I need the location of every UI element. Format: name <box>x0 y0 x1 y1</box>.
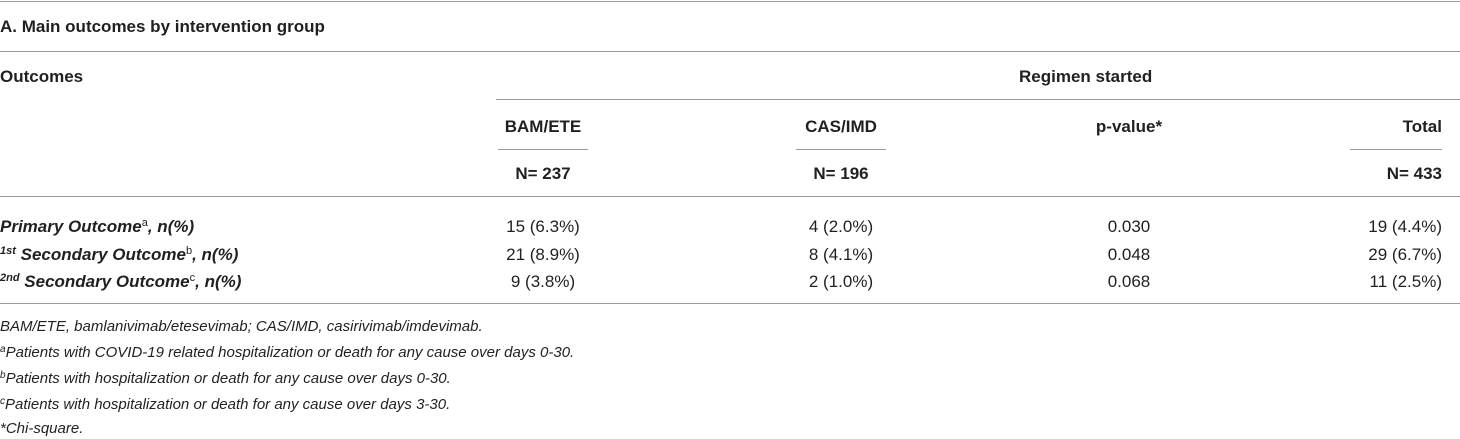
footnote-text: BAM/ETE, bamlanivimab/etesevimab; CAS/IM… <box>0 318 483 335</box>
row-label-footnote-mark: c <box>189 272 196 284</box>
cell-primary-total: 19 (4.4%) <box>1368 217 1442 236</box>
row-label-name: Secondary Outcome <box>15 245 186 264</box>
cell-second-secondary-cas-imd: 2 (1.0%) <box>808 272 874 291</box>
row-label-ordinal: 1st <box>0 245 16 257</box>
outcomes-header: Outcomes <box>0 67 84 86</box>
cell-second-secondary-bam-ete: 9 (3.8%) <box>510 272 576 291</box>
cell-first-secondary-bam-ete: 21 (8.9%) <box>506 245 580 264</box>
row-label-ordinal: 2nd <box>0 272 20 284</box>
footnote-text: Patients with hospitalization or death f… <box>5 396 451 413</box>
header-rule <box>0 196 1460 197</box>
footnote-mark: a <box>0 344 6 355</box>
row-label-name: Primary Outcome <box>0 217 142 236</box>
table-title: A. Main outcomes by intervention group <box>0 17 325 36</box>
table-top-rule <box>0 1 1460 2</box>
footnote-mark: b <box>0 370 6 381</box>
row-label-primary-outcome: Primary Outcomea, n(%) <box>0 217 194 237</box>
cell-first-secondary-total: 29 (6.7%) <box>1368 245 1442 264</box>
title-rule <box>0 51 1460 52</box>
footnote-text: *Chi-square. <box>0 420 84 437</box>
row-label-first-secondary-outcome: 1st Secondary Outcomeb, n(%) <box>0 245 238 265</box>
column-header-cas-imd: CAS/IMD <box>805 117 877 136</box>
cell-second-secondary-p-value: 0.068 <box>1107 272 1151 291</box>
row-label-footnote-mark: a <box>141 217 148 229</box>
row-label-name: Secondary Outcome <box>19 272 190 291</box>
footnote-mark: c <box>0 396 5 407</box>
column-header-bam-ete: BAM/ETE <box>504 117 582 136</box>
footnote-chi-square: *Chi-square. <box>0 420 83 437</box>
column-header-p-value: p-value* <box>1095 117 1163 136</box>
column-rule-bam-ete <box>498 149 588 150</box>
column-rule-cas-imd <box>796 149 886 150</box>
cell-second-secondary-total: 11 (2.5%) <box>1369 272 1442 291</box>
cell-primary-p-value: 0.030 <box>1107 217 1151 236</box>
column-n-bam-ete: N= 237 <box>515 164 571 183</box>
table-bottom-rule <box>0 303 1460 304</box>
row-label-suffix: , n(%) <box>192 245 239 264</box>
cell-primary-bam-ete: 15 (6.3%) <box>506 217 580 236</box>
column-n-total: N= 433 <box>1386 164 1442 183</box>
footnote-b: bPatients with hospitalization or death … <box>0 370 451 387</box>
cell-first-secondary-p-value: 0.048 <box>1107 245 1151 264</box>
row-label-second-secondary-outcome: 2nd Secondary Outcomec, n(%) <box>0 272 241 292</box>
column-header-total: Total <box>1402 117 1442 136</box>
regimen-header: Regimen started <box>1019 67 1153 86</box>
footnote-text: Patients with hospitalization or death f… <box>5 370 451 387</box>
cell-primary-cas-imd: 4 (2.0%) <box>808 217 874 236</box>
row-label-footnote-mark: b <box>185 245 193 257</box>
row-label-suffix: , n(%) <box>147 217 195 236</box>
footnote-c: cPatients with hospitalization or death … <box>0 396 450 413</box>
column-n-cas-imd: N= 196 <box>813 164 869 183</box>
row-label-suffix: , n(%) <box>195 272 242 291</box>
footnote-text: Patients with COVID-19 related hospitali… <box>5 344 575 361</box>
regimen-header-rule <box>496 99 1460 100</box>
footnote-a: aPatients with COVID-19 related hospital… <box>0 344 574 361</box>
cell-first-secondary-cas-imd: 8 (4.1%) <box>808 245 874 264</box>
footnote-abbreviations: BAM/ETE, bamlanivimab/etesevimab; CAS/IM… <box>0 318 483 335</box>
column-rule-total <box>1350 149 1442 150</box>
